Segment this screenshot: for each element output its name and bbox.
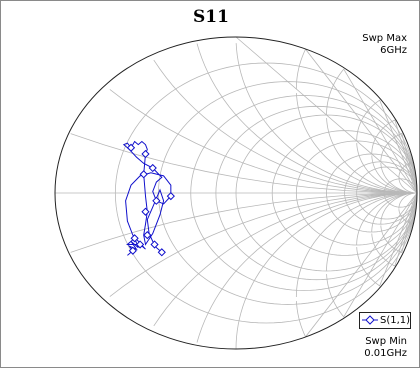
reactance-arc bbox=[70, 192, 417, 253]
smith-grid bbox=[55, 37, 417, 349]
resistance-circle bbox=[344, 161, 417, 225]
data-point-marker bbox=[128, 246, 137, 255]
reactance-arc bbox=[153, 192, 417, 327]
resistance-circle bbox=[295, 140, 417, 246]
data-point-marker bbox=[141, 207, 150, 216]
resistance-circle bbox=[235, 114, 417, 272]
reactance-arc bbox=[380, 132, 417, 194]
reactance-arc bbox=[196, 192, 417, 343]
reactance-arc bbox=[295, 48, 417, 194]
resistance-circle bbox=[190, 95, 417, 291]
data-point-marker bbox=[130, 234, 139, 243]
trace-s11 bbox=[122, 140, 172, 256]
series-s11 bbox=[122, 140, 175, 257]
sweep-max-label: Swp Max 6GHz bbox=[362, 33, 407, 57]
reactance-arc bbox=[380, 192, 417, 254]
data-point-marker bbox=[126, 143, 136, 152]
legend-series-name: S(1,1) bbox=[380, 315, 411, 326]
data-point-marker bbox=[139, 170, 148, 179]
data-point-marker bbox=[141, 149, 150, 159]
reactance-arc bbox=[356, 99, 417, 194]
resistance-circle bbox=[215, 105, 417, 281]
sweep-min-caption: Swp Min bbox=[365, 336, 407, 347]
sweep-max-caption: Swp Max bbox=[362, 33, 407, 44]
resistance-circle bbox=[271, 130, 417, 256]
reactance-arc bbox=[70, 133, 417, 194]
legend-marker-icon bbox=[362, 315, 378, 325]
reactance-arc bbox=[295, 192, 417, 338]
data-point-marker bbox=[166, 192, 175, 201]
reactance-arc bbox=[356, 192, 417, 287]
reactance-arc bbox=[109, 89, 417, 194]
data-point-marker bbox=[157, 248, 166, 257]
resistance-circle bbox=[383, 178, 417, 208]
reactance-arc bbox=[153, 59, 417, 194]
data-point-marker bbox=[150, 240, 159, 249]
reactance-arc bbox=[235, 192, 417, 349]
reactance-arc bbox=[326, 68, 417, 194]
resistance-circle bbox=[326, 153, 417, 233]
data-point-marker bbox=[152, 196, 161, 205]
chart-title: S11 bbox=[193, 7, 229, 27]
reactance-arc bbox=[398, 192, 417, 225]
data-point-marker bbox=[148, 163, 157, 173]
smith-outer-circle bbox=[54, 36, 418, 350]
sweep-min-label: Swp Min 0.01GHz bbox=[364, 336, 407, 360]
reactance-arc bbox=[109, 192, 417, 297]
reactance-arc bbox=[326, 192, 417, 318]
resistance-circle bbox=[114, 62, 417, 324]
resistance-circle bbox=[356, 166, 417, 220]
sweep-min-value: 0.01GHz bbox=[364, 348, 407, 359]
data-point-marker bbox=[143, 231, 152, 240]
sweep-max-value: 6GHz bbox=[380, 45, 407, 56]
legend: S(1,1) bbox=[359, 312, 411, 329]
data-point-marker bbox=[135, 240, 145, 249]
reactance-arc bbox=[235, 37, 417, 194]
reactance-arc bbox=[196, 43, 417, 194]
